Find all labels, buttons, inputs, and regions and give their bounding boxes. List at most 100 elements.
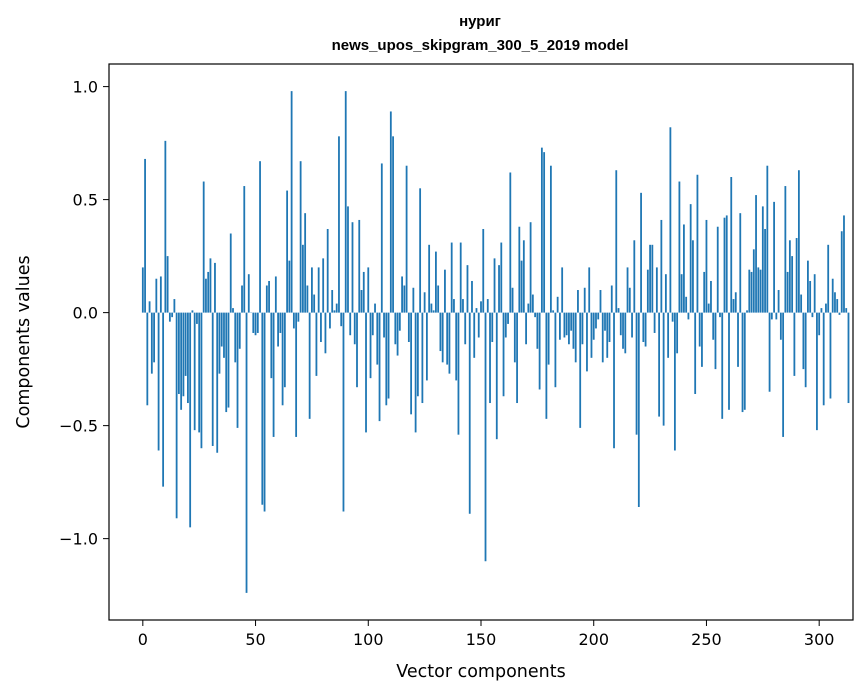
bar-68 <box>295 312 298 437</box>
x-tick-label: 200 <box>578 630 609 649</box>
bar-17 <box>180 312 183 410</box>
bar-304 <box>827 244 830 313</box>
bar-255 <box>716 226 719 313</box>
bar-221 <box>640 192 642 313</box>
bar-262 <box>732 299 735 313</box>
bar-285 <box>784 186 787 313</box>
x-tick-label: 250 <box>691 630 722 649</box>
bar-123 <box>419 188 422 313</box>
bar-177 <box>540 147 543 313</box>
x-axis-label: Vector components <box>396 662 565 682</box>
bar-40 <box>232 308 234 313</box>
bar-150 <box>480 301 482 313</box>
bar-284 <box>782 312 785 437</box>
bar-95 <box>356 312 358 388</box>
bar-86 <box>335 303 338 313</box>
bar-184 <box>556 296 559 313</box>
bar-232 <box>664 274 667 313</box>
bar-288 <box>791 256 794 313</box>
bar-54 <box>263 312 266 512</box>
bar-302 <box>822 312 825 406</box>
x-tick-label: 100 <box>353 630 384 649</box>
bar-73 <box>306 285 309 313</box>
bar-258 <box>723 217 726 313</box>
bar-261 <box>730 177 733 313</box>
bar-75 <box>311 267 313 313</box>
bar-104 <box>376 312 379 365</box>
bar-91 <box>347 206 349 313</box>
bar-31 <box>211 312 214 446</box>
bar-32 <box>214 262 216 313</box>
bar-252 <box>710 280 712 313</box>
bar-205 <box>604 312 606 331</box>
bar-213 <box>622 312 624 349</box>
bar-79 <box>320 312 322 342</box>
bar-294 <box>804 312 807 388</box>
bar-97 <box>360 290 363 313</box>
bar-183 <box>554 312 557 388</box>
bar-134 <box>444 269 446 313</box>
bar-241 <box>685 296 688 313</box>
bar-42 <box>236 312 239 428</box>
bar-207 <box>608 312 611 342</box>
bar-303 <box>825 303 827 313</box>
bar-199 <box>590 312 593 358</box>
bar-74 <box>308 312 311 419</box>
bar-243 <box>689 204 692 313</box>
bar-248 <box>701 312 703 367</box>
bar-270 <box>750 271 753 313</box>
bar-43 <box>238 312 241 349</box>
bar-52 <box>259 161 261 313</box>
bar-19 <box>184 312 187 376</box>
bar-126 <box>425 312 428 381</box>
bar-1 <box>144 158 146 313</box>
bar-292 <box>800 294 803 313</box>
bar-276 <box>764 228 766 313</box>
bar-259 <box>725 215 728 313</box>
bar-58 <box>272 312 275 437</box>
bar-22 <box>191 310 194 313</box>
bar-37 <box>225 312 228 413</box>
bar-100 <box>367 267 370 313</box>
bar-245 <box>694 312 697 394</box>
bar-60 <box>277 312 279 347</box>
bar-281 <box>775 312 778 320</box>
bar-239 <box>680 274 683 313</box>
bar-56 <box>268 280 270 313</box>
bar-295 <box>807 260 809 313</box>
bar-306 <box>831 278 834 313</box>
bar-282 <box>777 290 780 313</box>
bar-117 <box>405 165 408 313</box>
bar-290 <box>795 238 798 313</box>
bar-138 <box>453 299 455 313</box>
bar-2 <box>146 312 149 406</box>
bar-5 <box>153 312 155 363</box>
bar-71 <box>301 244 304 313</box>
bar-113 <box>396 312 399 356</box>
bar-246 <box>696 174 699 313</box>
bar-41 <box>234 312 237 363</box>
bar-26 <box>200 312 203 449</box>
y-tick-label: 1.0 <box>73 78 98 97</box>
bar-172 <box>529 222 532 313</box>
bar-191 <box>572 312 575 349</box>
bar-53 <box>261 312 264 505</box>
bar-24 <box>196 312 198 324</box>
y-tick-label: −1.0 <box>59 530 98 549</box>
bar-27 <box>202 181 205 313</box>
bar-132 <box>439 312 442 352</box>
bar-187 <box>563 312 566 338</box>
bar-115 <box>401 276 403 313</box>
bar-101 <box>369 312 372 379</box>
bar-90 <box>344 91 347 313</box>
bar-223 <box>644 312 647 347</box>
bar-125 <box>423 292 426 313</box>
bar-277 <box>766 165 769 313</box>
bar-211 <box>617 308 620 313</box>
bar-190 <box>570 312 573 331</box>
bar-139 <box>455 312 458 381</box>
bar-291 <box>797 170 800 313</box>
bar-155 <box>491 312 494 342</box>
bar-38 <box>227 312 230 408</box>
bar-268 <box>746 310 748 313</box>
